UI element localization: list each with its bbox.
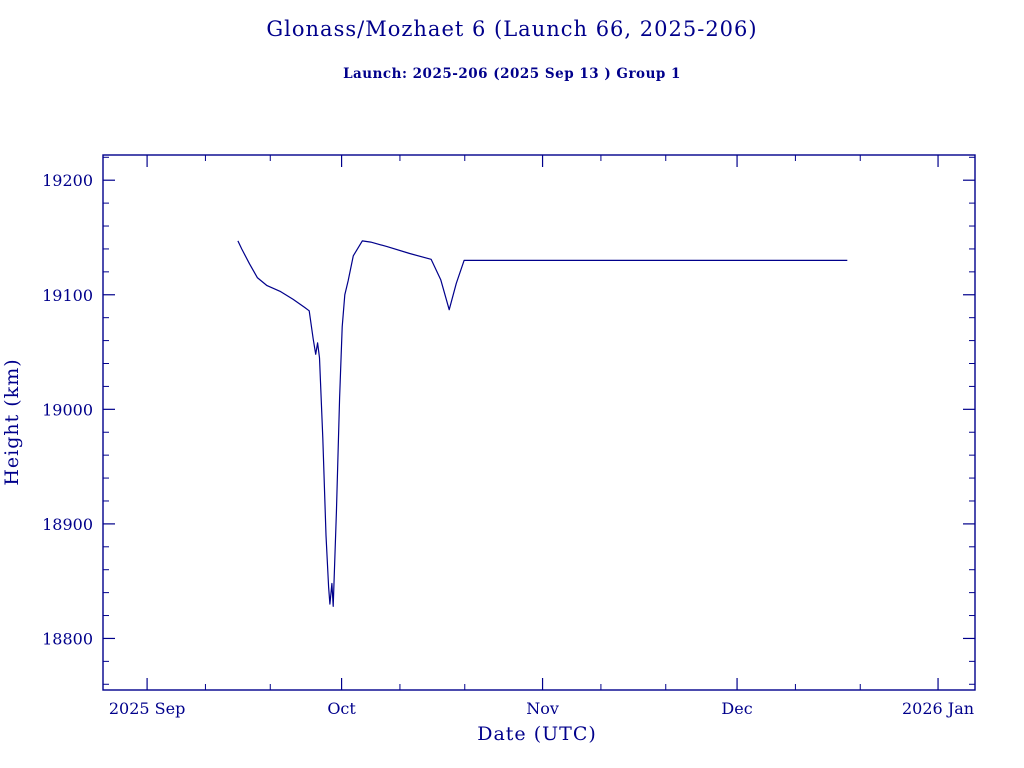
y-tick-label: 18800 [42, 629, 93, 648]
x-tick-label: 2025 Sep [109, 699, 185, 718]
y-tick-label: 18900 [42, 515, 93, 534]
y-tick-label: 19000 [42, 400, 93, 419]
x-tick-label: 2026 Jan [902, 699, 974, 718]
x-tick-label: Dec [721, 699, 752, 718]
chart-title: Glonass/Mozhaet 6 (Launch 66, 2025-206) [266, 17, 758, 41]
height-series-line [237, 240, 848, 608]
plot-area: 2025 Sep Oct Nov Dec 2026 Jan 18800 18900 19000… [42, 154, 976, 718]
x-tick-label: Oct [327, 699, 356, 718]
y-tick-label: 19200 [42, 171, 93, 190]
x-axis-label: Date (UTC) [477, 723, 597, 745]
x-tick-label: Nov [526, 699, 559, 718]
y-tick-label: 19100 [42, 286, 93, 305]
chart-subtitle: Launch: 2025-206 (2025 Sep 13 ) Group 1 [343, 66, 681, 82]
plot-frame [102, 154, 976, 691]
y-axis-label: Height (km) [1, 358, 23, 485]
